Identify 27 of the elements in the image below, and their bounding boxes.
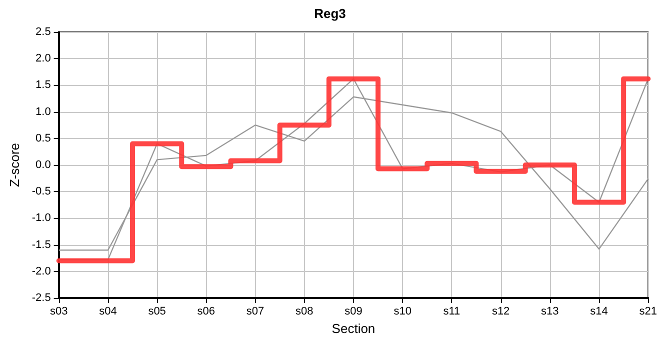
y-tick-label: -2.5 bbox=[32, 292, 51, 304]
y-tick-label: -1.5 bbox=[32, 238, 51, 251]
x-tick-label: s04 bbox=[99, 306, 117, 318]
y-tick-label: 0.5 bbox=[36, 132, 51, 144]
x-tick-label: s11 bbox=[443, 306, 460, 318]
x-axis-title: Section bbox=[332, 321, 376, 336]
y-tick-label: -1.0 bbox=[32, 212, 51, 224]
y-tick-label: 1.0 bbox=[36, 106, 51, 118]
y-tick-label: 2.0 bbox=[36, 52, 51, 65]
x-tick-label: s06 bbox=[197, 306, 216, 318]
y-tick-label: -0.5 bbox=[32, 186, 51, 198]
y-tick-label: 2.5 bbox=[36, 26, 51, 38]
x-tick-label: s09 bbox=[344, 306, 362, 318]
x-tick-label: s07 bbox=[246, 306, 264, 318]
y-tick-label: -2.0 bbox=[32, 265, 51, 278]
x-tick-label: s12 bbox=[492, 306, 510, 318]
y-axis-title: Z-score bbox=[7, 142, 22, 188]
x-tick-label: s03 bbox=[50, 306, 68, 318]
chart-title: Reg3 bbox=[314, 6, 346, 21]
x-tick-label: s05 bbox=[148, 306, 166, 318]
x-tick-label: s21 bbox=[639, 306, 658, 318]
y-tick-label: 0.0 bbox=[36, 159, 51, 171]
x-tick-label: s08 bbox=[296, 306, 314, 318]
x-tick-label: s10 bbox=[394, 306, 412, 318]
y-tick-label: 1.5 bbox=[36, 79, 51, 92]
x-tick-label: s13 bbox=[541, 306, 559, 318]
x-tick-label: s14 bbox=[590, 306, 608, 318]
